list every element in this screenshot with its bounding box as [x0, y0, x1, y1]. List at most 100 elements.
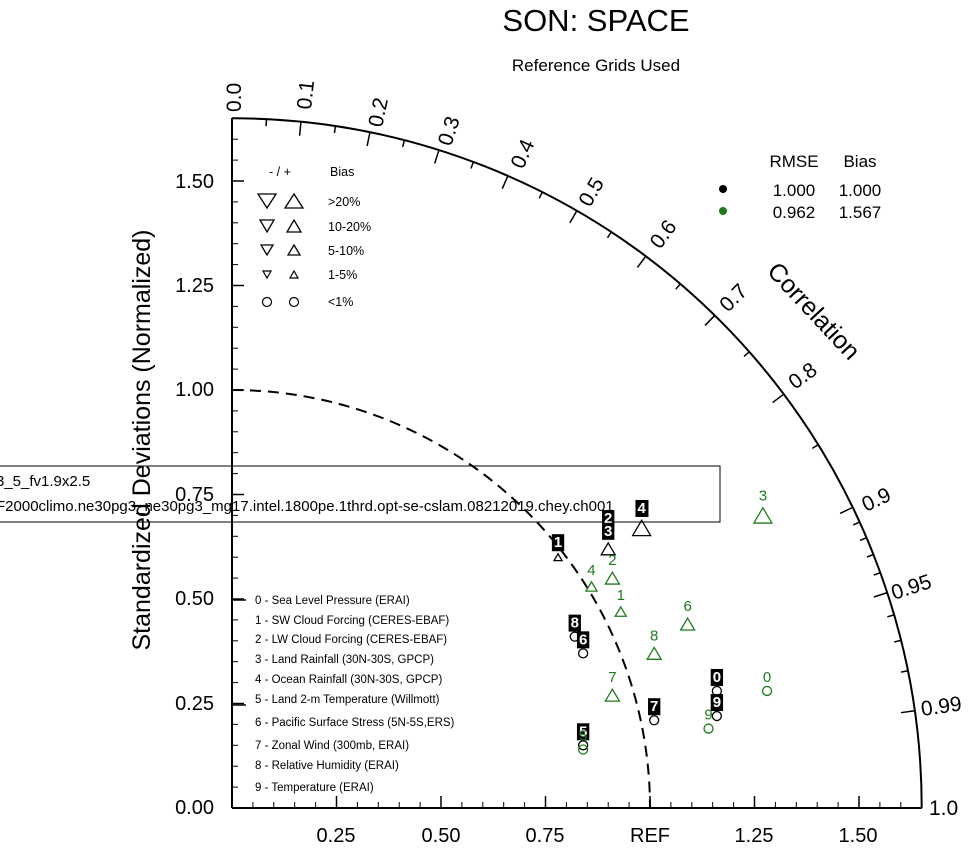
data-point-circle — [649, 715, 660, 726]
correlation-tick — [887, 614, 895, 618]
corr-label: 0.3 — [434, 114, 465, 149]
data-point-triangle — [552, 552, 564, 562]
bias-symbol-legend: - / + Bias >20% 10-20% 5-10% 1-5% <1% — [256, 165, 371, 309]
data-point-label-bg — [576, 723, 590, 741]
correlation-tick — [636, 255, 647, 268]
data-point-triangle — [752, 506, 773, 524]
data-point: 1 — [614, 587, 628, 617]
bias-up-triangle-icon — [286, 243, 302, 256]
bias-up-triangle-icon — [288, 269, 300, 279]
data-point: 2 — [604, 552, 621, 585]
correlation-tick — [501, 175, 509, 190]
data-point: 8 — [568, 614, 581, 642]
chart-subtitle: Reference Grids Used — [512, 56, 680, 75]
data-point-label: 8 — [571, 615, 579, 632]
bias-legend-signs: - / + — [269, 165, 291, 179]
data-point: 7 — [604, 669, 621, 702]
correlation-tick — [606, 231, 612, 239]
case-1-rmse: 1.000 — [773, 181, 816, 200]
data-point: 9 — [703, 707, 714, 734]
data-point-circle — [761, 685, 773, 697]
variable-legend: 0 - Sea Level Pressure (ERAI) 1 - SW Clo… — [231, 595, 455, 794]
data-point-label: 0 — [713, 669, 721, 686]
data-point-circle — [577, 744, 589, 755]
bias-legend-row: 5-10% — [328, 244, 364, 258]
data-point-label-bg — [568, 614, 581, 632]
case-1-dot — [719, 185, 727, 193]
correlation-tick — [569, 210, 578, 224]
data-point-label: 4 — [587, 562, 595, 579]
data-point: 4 — [584, 562, 599, 592]
case-names-box: 3_5_fv1.9x2.5 F2000climo.ne30pg3_ne30pg3… — [0, 465, 721, 523]
data-point-label-bg — [576, 631, 590, 649]
data-point-triangle — [600, 541, 617, 556]
data-point-circle — [711, 710, 723, 722]
correlation-tick — [859, 537, 867, 542]
bias-circle-icon — [288, 296, 300, 308]
correlation-tick — [433, 149, 440, 164]
bias-down-triangle-icon — [259, 244, 275, 257]
data-point: 7 — [648, 698, 661, 726]
data-point: 9 — [710, 694, 724, 722]
variable-legend-item: 2 - LW Cloud Forcing (CERES-EBAF) — [255, 634, 447, 646]
data-point-circle — [577, 648, 589, 659]
data-point-label: 7 — [608, 669, 616, 686]
y-axis-label: Standardized Deviations (Normalized) — [128, 229, 156, 650]
bias-legend-row: 10-20% — [328, 220, 371, 234]
data-point-label-bg — [551, 534, 565, 552]
data-point-label: 5 — [579, 723, 587, 740]
x-tick-label: 0.75 — [526, 825, 565, 847]
bias-up-triangle-icon — [283, 192, 305, 209]
data-point-label: 4 — [637, 500, 646, 517]
data-point-circle — [569, 631, 580, 642]
data-point-label: 1 — [617, 587, 625, 604]
variable-legend-item: 5 - Land 2-m Temperature (Willmott) — [255, 694, 440, 706]
correlation-arc — [231, 117, 923, 809]
data-point-circle — [577, 740, 589, 751]
correlation-tick — [873, 571, 881, 576]
data-point: 5 — [577, 727, 589, 755]
corr-label: 0.4 — [507, 136, 540, 172]
x-tick-label: 0.50 — [422, 825, 461, 847]
data-point: 1 — [551, 534, 565, 562]
y-tick-labels: 0.00 0.25 0.50 0.75 1.00 1.25 1.50 — [175, 171, 214, 819]
y-tick-label: 1.00 — [175, 379, 214, 401]
data-point-label-bg — [602, 522, 615, 540]
x-tick-label-ref: REF — [630, 825, 670, 847]
correlation-tick — [811, 444, 819, 450]
data-point-label: 1 — [554, 534, 562, 551]
correlation-tick — [401, 140, 406, 148]
y-tick-label: 0.25 — [175, 693, 214, 715]
data-point-triangle — [584, 580, 599, 592]
variable-legend-item: 1 - SW Cloud Forcing (CERES-EBAF) — [255, 615, 449, 627]
correlation-tick — [366, 132, 371, 147]
correlation-tick — [470, 161, 475, 169]
data-point-triangle — [604, 570, 621, 585]
bias-legend-row: >20% — [328, 195, 360, 209]
data-point-label-bg — [635, 499, 649, 517]
y-tick-label: 0.00 — [175, 797, 214, 819]
correlation-tick — [704, 314, 716, 326]
corr-label: 0.95 — [888, 570, 934, 605]
correlation-tick — [333, 125, 337, 134]
data-point-label-bg — [710, 668, 724, 686]
data-point: 3 — [752, 487, 773, 524]
axis-ticks — [232, 138, 902, 808]
reference-std-arc — [231, 389, 651, 809]
data-point-triangle — [614, 605, 628, 617]
case-2-dot — [719, 207, 727, 215]
chart-title: SON: SPACE — [502, 3, 689, 38]
corr-label: 1.0 — [929, 797, 958, 820]
variable-legend-item: 9 - Temperature (ERAI) — [255, 782, 374, 794]
bias-legend-row: 1-5% — [328, 268, 357, 282]
data-point-label-bg — [710, 694, 724, 712]
data-point-triangle — [631, 519, 652, 537]
bias-down-triangle-icon — [261, 270, 273, 280]
data-point-label: 2 — [608, 552, 616, 569]
data-point: 0 — [761, 669, 773, 697]
data-point-label: 6 — [683, 598, 691, 615]
correlation-tick — [538, 191, 544, 199]
data-point: 8 — [646, 627, 663, 660]
correlation-tick — [894, 639, 902, 643]
